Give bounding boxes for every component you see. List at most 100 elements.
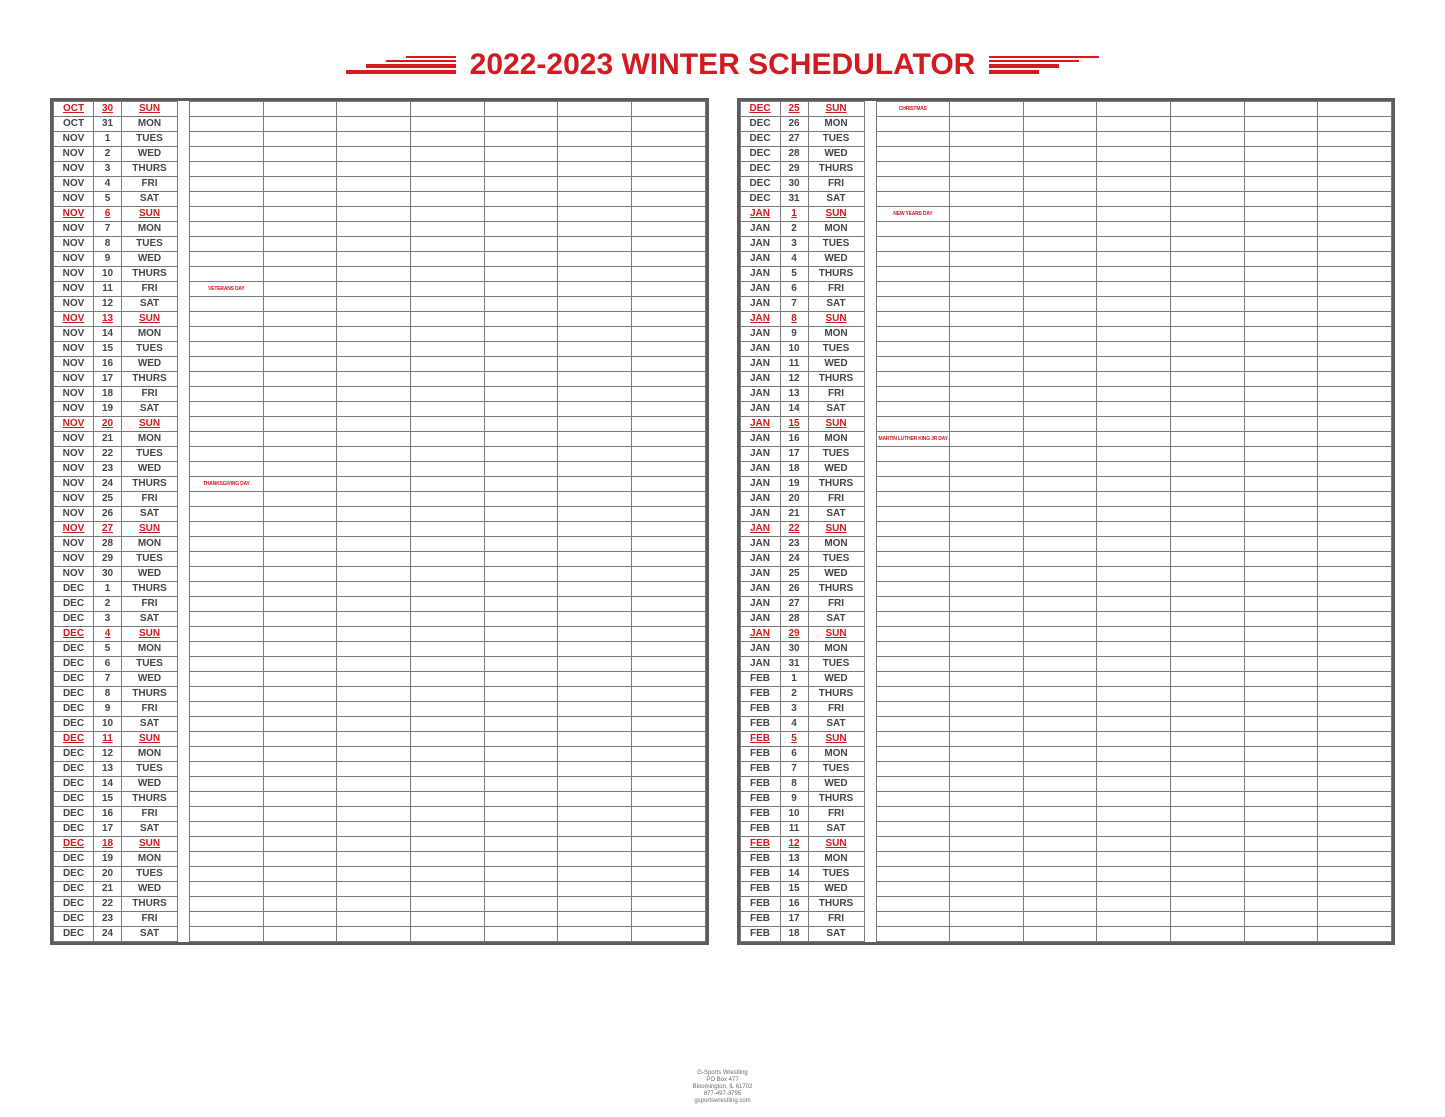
schedule-row: DEC23FRI [54, 912, 706, 927]
event-cell [1244, 822, 1318, 837]
weekday-cell: WED [808, 672, 864, 687]
event-cell [1023, 117, 1097, 132]
event-cell [631, 447, 705, 462]
month-cell: DEC [54, 762, 94, 777]
month-cell: NOV [54, 177, 94, 192]
event-cell [1023, 882, 1097, 897]
holiday-note-cell [190, 312, 264, 327]
day-cell: 23 [94, 912, 122, 927]
schedule-row: NOV4FRI [54, 177, 706, 192]
event-cell [263, 882, 337, 897]
spacer-cell [178, 762, 190, 777]
event-cell [337, 642, 411, 657]
event-cell [484, 312, 558, 327]
event-cell [950, 387, 1024, 402]
event-cell [1023, 402, 1097, 417]
event-cell [1244, 852, 1318, 867]
weekday-cell: FRI [122, 702, 178, 717]
day-cell: 23 [94, 462, 122, 477]
holiday-note-cell [876, 297, 950, 312]
weekday-cell: SUN [808, 837, 864, 852]
weekday-cell: MON [808, 642, 864, 657]
holiday-note-cell [876, 867, 950, 882]
weekday-cell: SUN [808, 417, 864, 432]
event-cell [1023, 342, 1097, 357]
day-cell: 4 [94, 627, 122, 642]
event-cell [410, 747, 484, 762]
event-cell [1097, 102, 1171, 117]
weekday-cell: MON [808, 747, 864, 762]
event-cell [1023, 162, 1097, 177]
month-cell: NOV [54, 372, 94, 387]
event-cell [631, 537, 705, 552]
event-cell [558, 582, 632, 597]
weekday-cell: SUN [808, 312, 864, 327]
event-cell [1318, 837, 1392, 852]
event-cell [1318, 387, 1392, 402]
event-cell [1097, 717, 1171, 732]
event-cell [1318, 882, 1392, 897]
schedule-row: NOV28MON [54, 537, 706, 552]
schedule-row: DEC3SAT [54, 612, 706, 627]
event-cell [337, 657, 411, 672]
schedule-row: JAN17TUES [740, 447, 1392, 462]
event-cell [950, 462, 1024, 477]
holiday-note-cell [876, 777, 950, 792]
day-cell: 26 [94, 507, 122, 522]
spacer-cell [864, 297, 876, 312]
event-cell [484, 462, 558, 477]
weekday-cell: WED [808, 777, 864, 792]
footer-line: Bloomington, IL 61702 [0, 1084, 1445, 1091]
event-cell [1097, 207, 1171, 222]
month-cell: NOV [54, 567, 94, 582]
spacer-cell [178, 807, 190, 822]
event-cell [1097, 822, 1171, 837]
weekday-cell: THURS [122, 582, 178, 597]
event-cell [1171, 567, 1245, 582]
spacer-cell [178, 132, 190, 147]
weekday-cell: TUES [122, 132, 178, 147]
month-cell: NOV [54, 357, 94, 372]
day-cell: 12 [94, 297, 122, 312]
day-cell: 5 [94, 192, 122, 207]
day-cell: 14 [94, 327, 122, 342]
day-cell: 18 [94, 837, 122, 852]
schedule-row: DEC22THURS [54, 897, 706, 912]
holiday-note-cell [876, 372, 950, 387]
schedule-row: FEB5SUN [740, 732, 1392, 747]
event-cell [1318, 552, 1392, 567]
event-cell [950, 117, 1024, 132]
event-cell [484, 447, 558, 462]
event-cell [558, 102, 632, 117]
event-cell [484, 747, 558, 762]
event-cell [1023, 537, 1097, 552]
event-cell [950, 297, 1024, 312]
month-cell: FEB [740, 777, 780, 792]
month-cell: FEB [740, 687, 780, 702]
event-cell [631, 762, 705, 777]
event-cell [1023, 852, 1097, 867]
event-cell [1244, 912, 1318, 927]
event-cell [484, 402, 558, 417]
holiday-note-cell [190, 897, 264, 912]
event-cell [1244, 357, 1318, 372]
event-cell [950, 807, 1024, 822]
event-cell [558, 462, 632, 477]
schedule-row: JAN30MON [740, 642, 1392, 657]
event-cell [410, 867, 484, 882]
event-cell [337, 252, 411, 267]
schedule-row: FEB8WED [740, 777, 1392, 792]
event-cell [1318, 807, 1392, 822]
event-cell [410, 327, 484, 342]
event-cell [337, 372, 411, 387]
day-cell: 28 [780, 147, 808, 162]
event-cell [631, 417, 705, 432]
event-cell [631, 672, 705, 687]
event-cell [558, 567, 632, 582]
event-cell [1171, 177, 1245, 192]
event-cell [950, 372, 1024, 387]
event-cell [410, 507, 484, 522]
event-cell [484, 297, 558, 312]
holiday-note-cell [190, 537, 264, 552]
event-cell [337, 747, 411, 762]
